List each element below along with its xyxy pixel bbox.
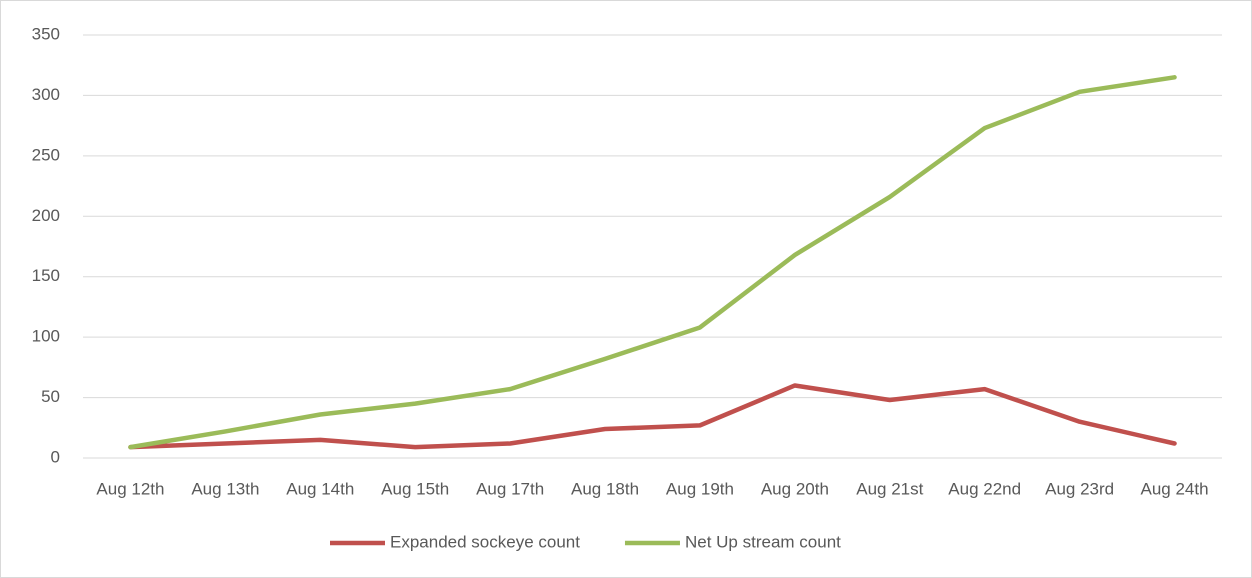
x-tick-label: Aug 23rd [1045, 479, 1114, 498]
legend-label: Expanded sockeye count [390, 532, 580, 551]
y-tick-label: 300 [32, 85, 60, 104]
x-tick-label: Aug 14th [286, 479, 354, 498]
x-tick-label: Aug 22nd [948, 479, 1021, 498]
x-tick-label: Aug 19th [666, 479, 734, 498]
y-tick-label: 200 [32, 206, 60, 225]
x-tick-label: Aug 13th [191, 479, 259, 498]
x-tick-label: Aug 21st [856, 479, 923, 498]
x-tick-label: Aug 17th [476, 479, 544, 498]
y-tick-label: 0 [51, 447, 60, 466]
legend-label: Net Up stream count [685, 532, 841, 551]
x-tick-label: Aug 24th [1141, 479, 1209, 498]
x-tick-label: Aug 12th [96, 479, 164, 498]
series-line [128, 383, 1177, 450]
y-tick-label: 100 [32, 327, 60, 346]
x-tick-label: Aug 20th [761, 479, 829, 498]
y-tick-label: 50 [41, 387, 60, 406]
x-tick-label: Aug 15th [381, 479, 449, 498]
x-tick-label: Aug 18th [571, 479, 639, 498]
y-tick-label: 250 [32, 145, 60, 164]
y-tick-label: 150 [32, 266, 60, 285]
y-tick-label: 350 [32, 24, 60, 43]
series-line [128, 75, 1177, 450]
